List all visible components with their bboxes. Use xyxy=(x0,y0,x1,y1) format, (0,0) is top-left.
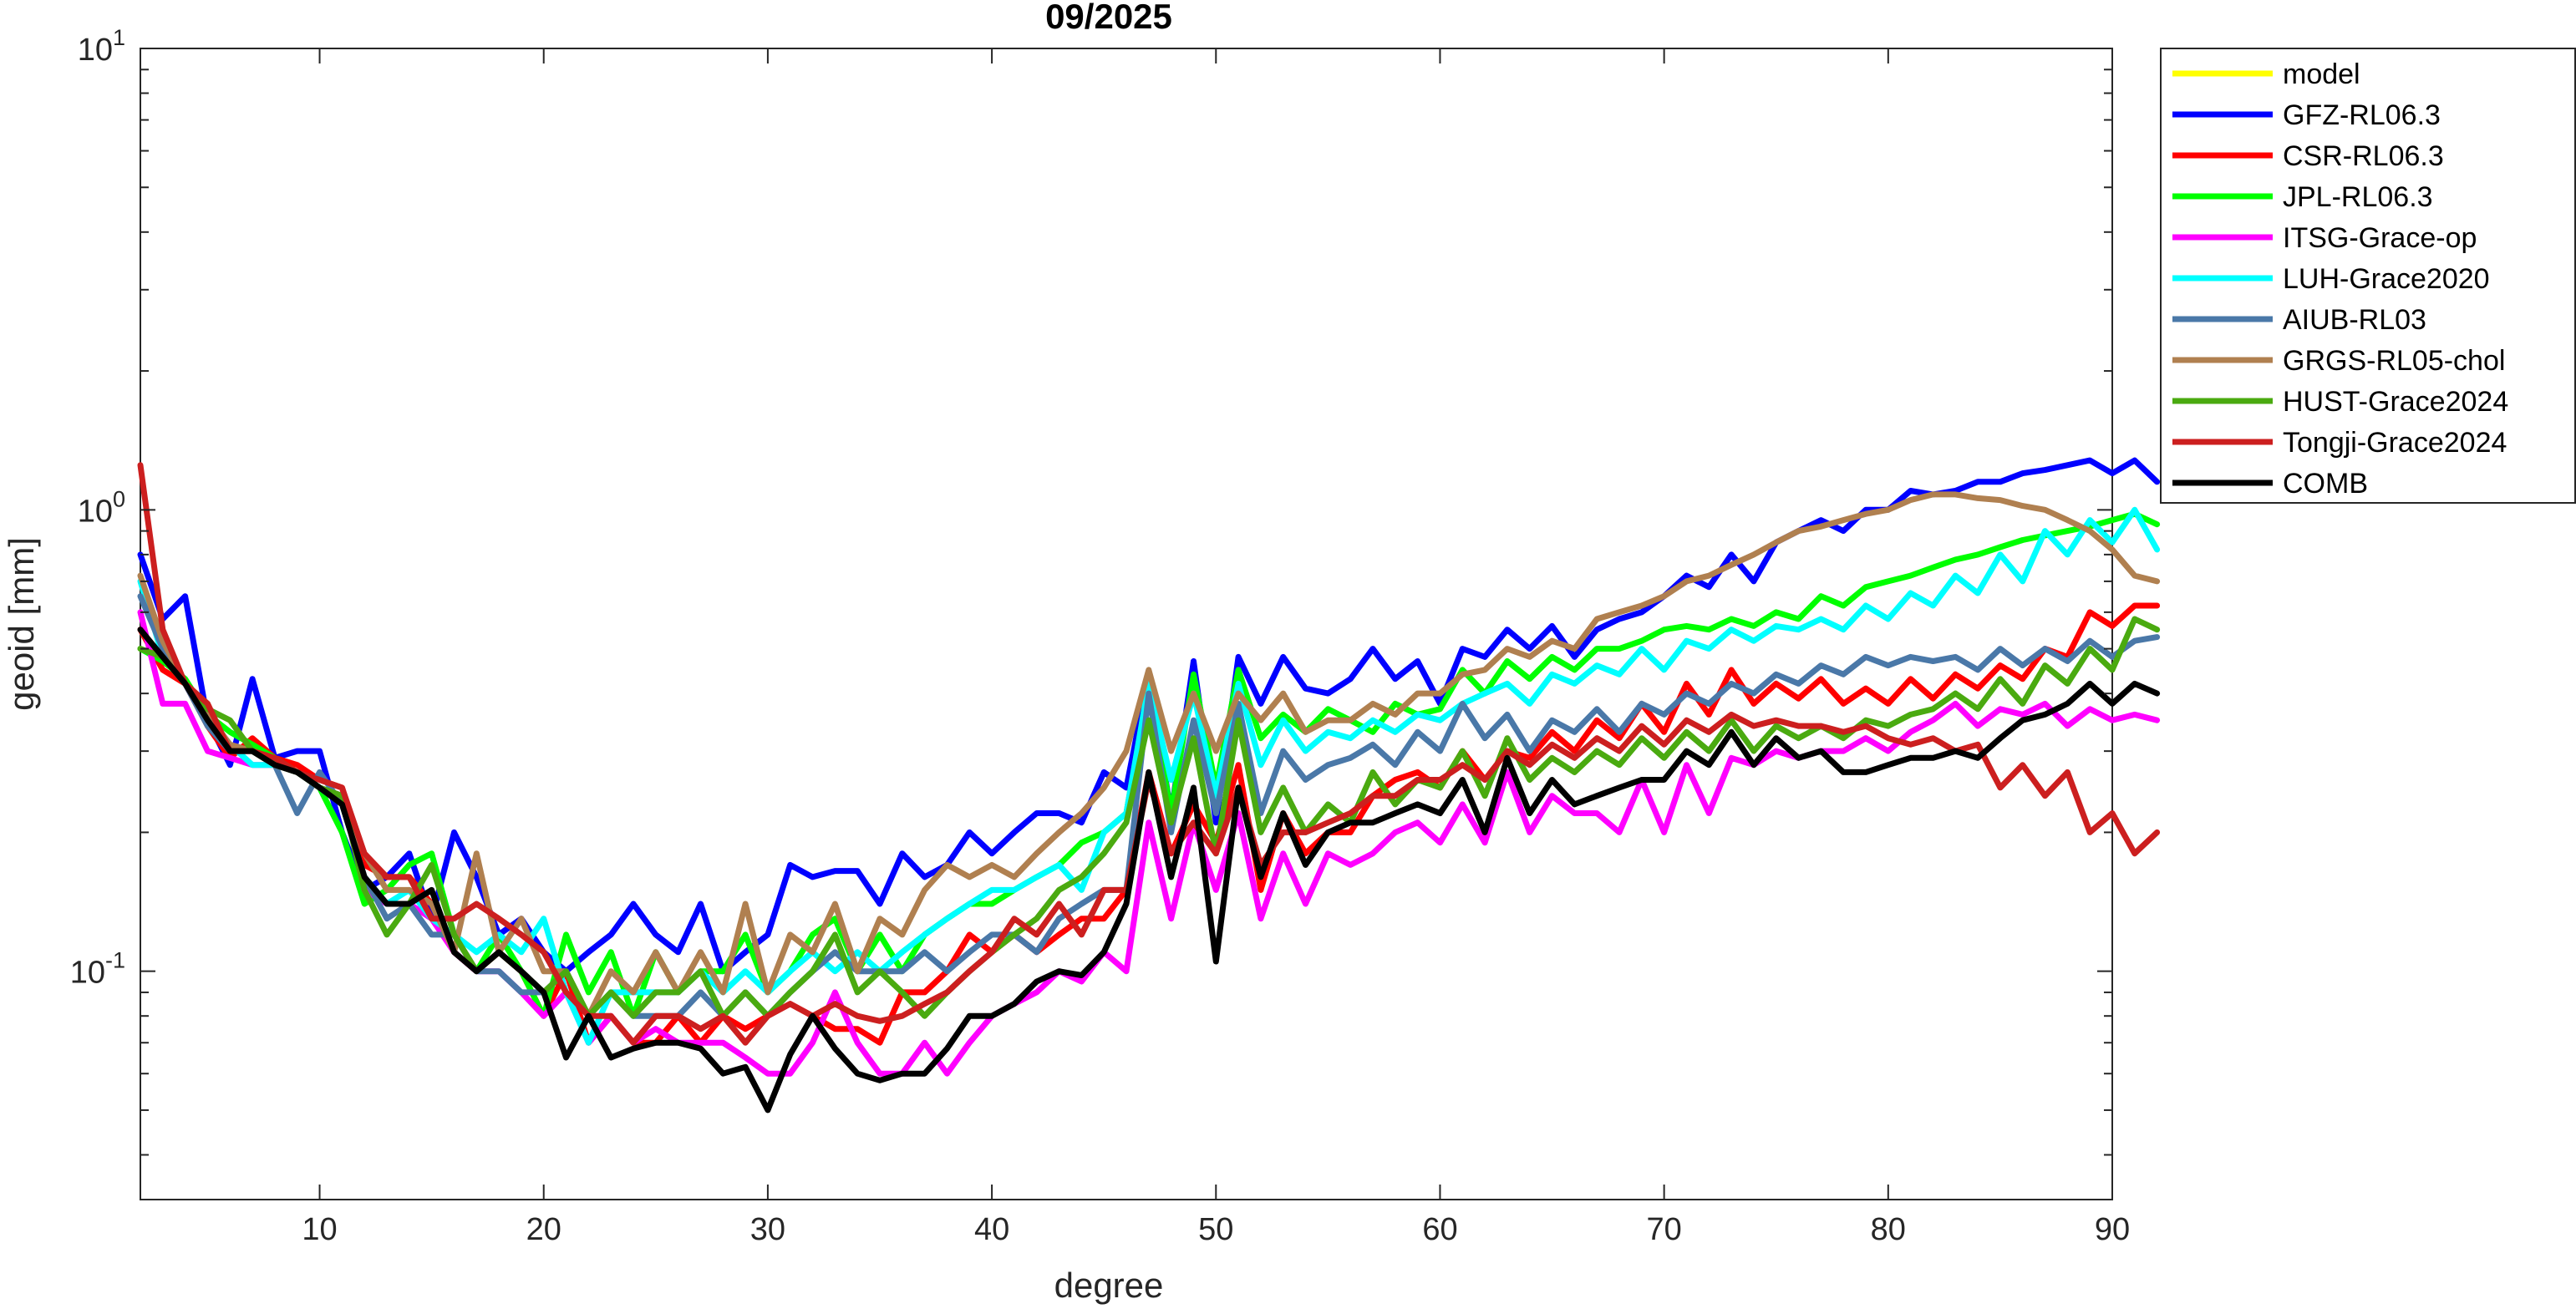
legend-entries: model GFZ-RL06.3 CSR-RL06.3 JPL-RL06.3 ITSG-… xyxy=(2172,58,2508,500)
legend-label: CSR-RL06.3 xyxy=(2283,140,2444,172)
y-tick-label: 10-1 xyxy=(70,948,125,991)
x-tick-label: 30 xyxy=(750,1212,785,1247)
legend-label: GRGS-RL05-chol xyxy=(2283,345,2505,377)
x-tick-label: 60 xyxy=(1422,1212,1457,1247)
x-tick-label: 50 xyxy=(1198,1212,1233,1247)
x-tick-label: 40 xyxy=(974,1212,1009,1247)
legend-label: COMB xyxy=(2283,468,2368,500)
y-axis-label: geoid [mm] xyxy=(2,537,41,711)
legend-label: AIUB-RL03 xyxy=(2283,304,2426,336)
x-tick-label: 90 xyxy=(2095,1212,2130,1247)
series-line-luh-grace2020 xyxy=(137,506,2161,1046)
legend-label: JPL-RL06.3 xyxy=(2283,181,2433,213)
legend: model GFZ-RL06.3 CSR-RL06.3 JPL-RL06.3 ITSG-… xyxy=(2160,48,2576,504)
legend-label: HUST-Grace2024 xyxy=(2283,386,2508,418)
series-line-comb xyxy=(137,627,2161,1114)
series-line-grgs-rl05-chol xyxy=(137,491,2161,1019)
legend-label: Tongji-Grace2024 xyxy=(2283,427,2507,459)
plot-area xyxy=(140,48,2113,1200)
y-axis: 10-1 100 101 xyxy=(70,25,2112,1156)
chart-title: 09/2025 xyxy=(1045,0,1172,36)
x-axis: 10 20 30 40 50 60 70 80 90 xyxy=(302,48,2130,1247)
x-tick-label: 80 xyxy=(1871,1212,1906,1247)
legend-label: LUH-Grace2020 xyxy=(2283,263,2490,295)
legend-label: model xyxy=(2283,58,2360,90)
x-tick-label: 10 xyxy=(302,1212,337,1247)
x-tick-label: 20 xyxy=(526,1212,561,1247)
legend-label: GFZ-RL06.3 xyxy=(2283,99,2441,131)
y-tick-label: 100 xyxy=(78,486,125,529)
x-axis-label: degree xyxy=(1054,1266,1164,1305)
plot-lines xyxy=(137,457,2161,1114)
x-tick-label: 70 xyxy=(1646,1212,1681,1247)
y-tick-label: 101 xyxy=(78,25,125,68)
legend-label: ITSG-Grace-op xyxy=(2283,222,2477,254)
